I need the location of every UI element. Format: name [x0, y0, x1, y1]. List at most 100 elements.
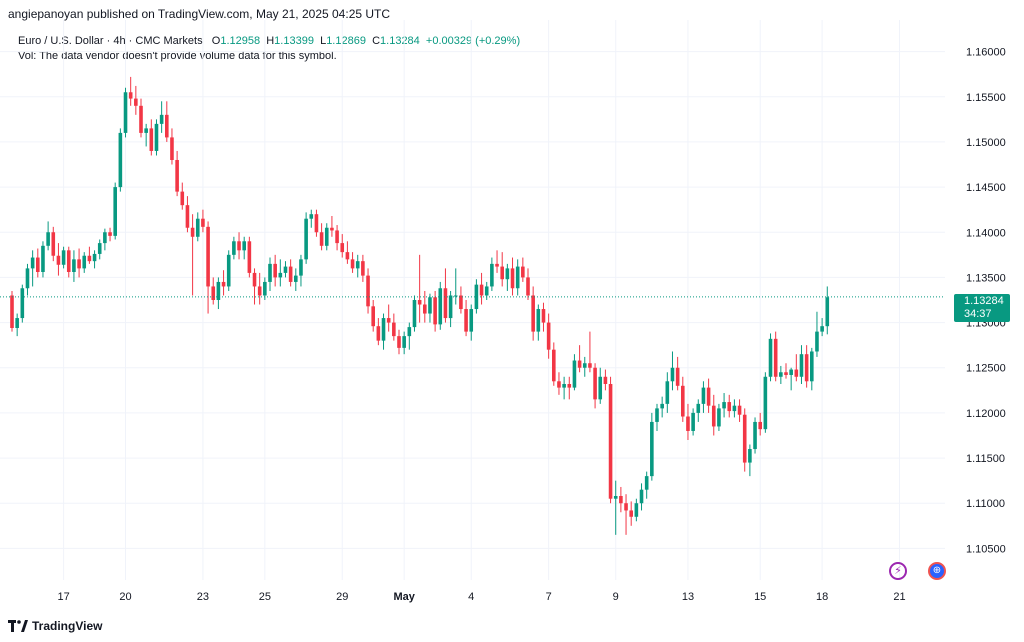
candle [319, 223, 324, 251]
candle-body [180, 191, 185, 206]
candle-body [598, 376, 603, 400]
candle [397, 329, 401, 355]
candle [593, 363, 597, 409]
candle-body [423, 304, 427, 314]
candle-body [345, 252, 350, 260]
legend-symbol[interactable]: Euro / U.S. Dollar · 4h · CMC Markets [18, 35, 203, 47]
candle [438, 281, 443, 330]
candle-body [815, 331, 819, 352]
candle-body [768, 338, 773, 377]
y-tick-label: 1.14500 [966, 182, 1006, 194]
candle-body [371, 306, 375, 327]
chart-legend: Euro / U.S. Dollar · 4h · CMC Markets O1… [18, 34, 520, 64]
candle-body [355, 261, 360, 269]
last-price-tag: 1.13284 34:37 [954, 294, 1010, 322]
x-tick-label: 29 [336, 591, 348, 603]
candle [392, 313, 396, 341]
candle [644, 471, 649, 499]
candle-body [242, 241, 246, 251]
candle-body [433, 297, 437, 325]
candle-body [629, 510, 633, 517]
candle [717, 403, 721, 431]
candle [619, 486, 623, 513]
legend-volume-note: Vol: The data vendor doesn't provide vol… [18, 50, 337, 62]
candle-body [552, 349, 556, 382]
lightning-icon[interactable]: ⚡ [889, 562, 907, 580]
candle [211, 277, 216, 305]
candle-body [448, 295, 453, 319]
candle-body [722, 402, 726, 409]
publisher-line: angiepanoyan published on TradingView.co… [8, 7, 391, 21]
y-tick-label: 1.11000 [966, 498, 1005, 510]
candle [247, 236, 252, 278]
candle [464, 300, 468, 337]
legend-high: 1.13399 [274, 35, 314, 47]
candle [753, 417, 757, 454]
candle-body [350, 259, 355, 269]
candle [448, 290, 453, 328]
candle-body [273, 263, 277, 278]
candle [629, 501, 633, 526]
candle [268, 257, 272, 291]
candle-body [557, 381, 561, 388]
candle-body [268, 263, 272, 282]
candle [417, 254, 422, 323]
candle-body [711, 405, 716, 427]
candle-body [773, 338, 778, 377]
candle [10, 290, 14, 332]
candle [185, 196, 190, 233]
candle [763, 372, 768, 433]
candle [546, 313, 551, 359]
candle [309, 209, 314, 228]
candle-body [92, 253, 97, 262]
candle [603, 369, 608, 391]
candle-body [46, 232, 50, 246]
candle [732, 399, 737, 418]
candle-body [794, 369, 799, 377]
candle [366, 268, 370, 314]
candle [691, 408, 695, 436]
candle [25, 263, 30, 296]
globe-icon[interactable]: ⊕ [928, 562, 946, 580]
candle-body [165, 114, 169, 138]
candle-body [479, 284, 484, 296]
candle [56, 243, 61, 276]
candle-body [546, 322, 551, 350]
candle [608, 376, 613, 504]
candle [15, 313, 19, 337]
last-price-value: 1.13284 [964, 295, 1004, 307]
candle-body [701, 387, 706, 404]
candle [195, 212, 200, 242]
chart-grid [0, 20, 945, 580]
candle [784, 363, 788, 379]
candle-body [490, 263, 494, 287]
candle-body [221, 281, 226, 287]
candle-body [309, 214, 314, 219]
candle-body [314, 214, 319, 233]
candle-body [247, 241, 252, 273]
candle-body [763, 376, 768, 430]
candle [521, 257, 525, 282]
candle-body [206, 226, 210, 287]
candle [273, 254, 277, 287]
candle-body [324, 227, 329, 246]
x-tick-label: 17 [57, 591, 69, 603]
candle-body [603, 376, 608, 384]
candle [51, 226, 56, 262]
time-axis: 17 20 23 25 29 May 4 7 9 13 15 18 21 [57, 591, 905, 603]
candle-body [588, 363, 592, 368]
candle [201, 209, 205, 233]
candle [324, 223, 329, 251]
candle [557, 372, 561, 395]
candle-body [144, 128, 148, 133]
x-tick-label: 9 [613, 591, 619, 603]
y-tick-label: 1.12000 [966, 408, 1006, 420]
candle [681, 376, 685, 422]
candle [582, 356, 587, 377]
candle-body [536, 309, 541, 332]
candle-body [252, 272, 257, 287]
candle [128, 76, 133, 106]
candle [412, 295, 417, 332]
candle-body [665, 381, 670, 404]
